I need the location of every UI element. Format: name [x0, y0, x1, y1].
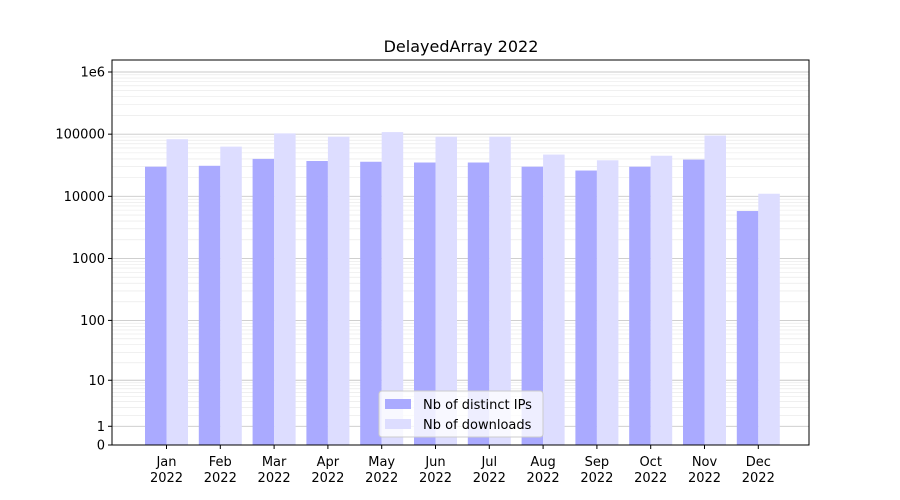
y-axis: 0 1 10 100 1000 10000 100000 1e6: [55, 66, 112, 454]
chart-title: DelayedArray 2022: [384, 37, 539, 56]
x-tick-label-6: Jul 2022: [473, 455, 506, 486]
plot-area-frame: [111, 59, 810, 446]
bar-downloads-4: [381, 132, 404, 445]
x-tick-label-7: Aug 2022: [527, 455, 560, 486]
x-tick-label-8: Sep 2022: [580, 455, 613, 486]
x-axis: Jan 2022 Feb 2022 Mar 2022 Apr 2022 May 2022 Jun 20…: [150, 445, 775, 486]
bar-downloads-8: [596, 160, 619, 445]
bar-ips-4: [360, 161, 382, 445]
bar-ips-10: [683, 159, 705, 446]
x-tick-label-0: Jan 2022: [150, 455, 183, 486]
x-tick-label-11: Dec 2022: [742, 455, 775, 486]
x-tick-label-9: Oct 2022: [634, 455, 667, 486]
legend-swatch-0: [385, 399, 411, 409]
y-tick-label-6: 100000: [55, 128, 105, 143]
y-tick-label-3: 100: [80, 314, 105, 329]
legend-box: [378, 390, 544, 438]
y-tick-label-0: 0: [97, 439, 105, 454]
x-tick-label-5: Jun 2022: [419, 455, 452, 486]
x-tick-label-4: May 2022: [365, 455, 398, 486]
legend-label-1: Nb of downloads: [423, 418, 532, 433]
bar-downloads-10: [704, 135, 726, 445]
x-tick-label-1: Feb 2022: [204, 455, 237, 486]
y-tick-label-7: 1e6: [80, 66, 105, 81]
y-tick-label-5: 10000: [64, 190, 105, 205]
bar-ips-6: [467, 162, 490, 445]
bar-ips-7: [521, 166, 544, 445]
y-tick-label-4: 1000: [72, 252, 105, 267]
x-tick-label-3: Apr 2022: [311, 455, 344, 486]
y-tick-label-2: 10: [88, 374, 105, 389]
bar-ips-5: [414, 162, 436, 445]
bar-ips-9: [629, 166, 651, 445]
bar-ips-1: [198, 165, 221, 445]
bar-downloads-1: [220, 146, 242, 445]
bar-ips-3: [306, 161, 328, 446]
bar-downloads-0: [166, 139, 188, 445]
legend: Nb of distinct IPs Nb of downloads: [378, 390, 544, 438]
bar-downloads-6: [489, 136, 511, 445]
bar-downloads-3: [327, 136, 350, 445]
bar-downloads-2: [274, 133, 296, 445]
bar-downloads-5: [435, 136, 457, 445]
bar-ips-11: [736, 211, 759, 445]
bar-ips-8: [575, 170, 597, 446]
x-tick-label-10: Nov 2022: [688, 455, 721, 486]
bar-ips-2: [252, 158, 275, 446]
bar-ips-0: [145, 166, 167, 445]
bar-downloads-11: [758, 193, 780, 445]
legend-swatch-1: [385, 419, 411, 429]
legend-label-0: Nb of distinct IPs: [423, 398, 532, 413]
y-tick-label-1: 1: [97, 420, 105, 435]
bars: [145, 132, 780, 446]
bar-downloads-9: [650, 155, 673, 445]
x-tick-label-2: Mar 2022: [258, 455, 291, 486]
bar-downloads-7: [543, 154, 565, 445]
